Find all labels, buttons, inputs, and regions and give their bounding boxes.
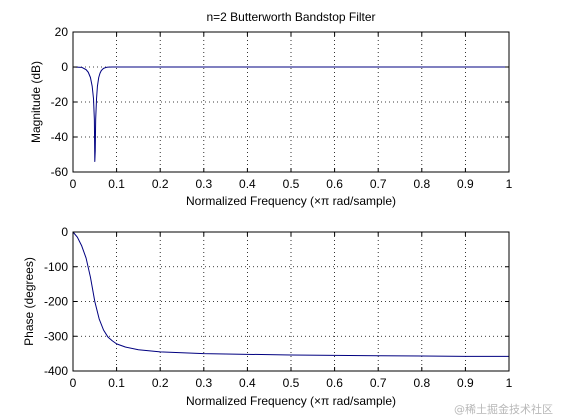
phase-plot: 0 0.1 0.2 0.3 0.4 0.5 0.6 0.7 0.8 0.9 1 0 -100 -200 -3… [22,225,513,408]
x-tick-label: 0.1 [108,376,125,390]
y-tick-label: 20 [55,25,69,39]
y-tick-label: 0 [61,60,68,74]
x-tick-label: 0.6 [326,376,343,390]
magnitude-plot: 0 0.1 0.2 0.3 0.4 0.5 0.6 0.7 0.8 0.9 1 20 0 -20 -40 -6… [29,10,513,208]
y-tick-label: -200 [44,295,68,309]
x-tick-label: 1 [506,177,513,191]
watermark-text: @稀土掘金技术社区 [454,403,553,416]
x-tick-label: 0.1 [108,177,125,191]
x-tick-label: 0 [70,376,77,390]
series-line [72,231,509,357]
x-tick-label: 0.6 [326,177,343,191]
x-axis-label: Normalized Frequency (×π rad/sample) [186,394,396,408]
y-tick-label: -100 [44,260,68,274]
y-axis-label: Magnitude (dB) [29,61,43,143]
x-tick-label: 0.5 [283,177,300,191]
y-tick-label: -60 [51,165,69,179]
y-tick-label: -40 [51,130,69,144]
x-tick-label: 1 [506,376,513,390]
x-tick-label: 0.5 [283,376,300,390]
x-axis-label: Normalized Frequency (×π rad/sample) [186,194,396,208]
x-tick-label: 0.3 [195,376,212,390]
x-tick-label: 0.3 [195,177,212,191]
x-tick-label: 0.2 [152,177,169,191]
chart-title: n=2 Butterworth Bandstop Filter [206,10,375,24]
y-tick-label: 0 [61,225,68,239]
x-tick-label: 0.7 [370,376,387,390]
y-tick-label: -300 [44,329,68,343]
x-tick-label: 0.8 [413,376,430,390]
y-axis-label: Phase (degrees) [22,257,36,346]
x-tick-label: 0.7 [370,177,387,191]
x-tick-label: 0.9 [457,376,474,390]
y-tick-label: -400 [44,364,68,378]
y-tick-label: -20 [51,95,69,109]
x-tick-label: 0.8 [413,177,430,191]
x-tick-label: 0.4 [239,376,256,390]
series-line [72,66,509,162]
x-tick-label: 0.9 [457,177,474,191]
x-tick-label: 0.2 [152,376,169,390]
x-tick-label: 0 [70,177,77,191]
x-tick-label: 0.4 [239,177,256,191]
